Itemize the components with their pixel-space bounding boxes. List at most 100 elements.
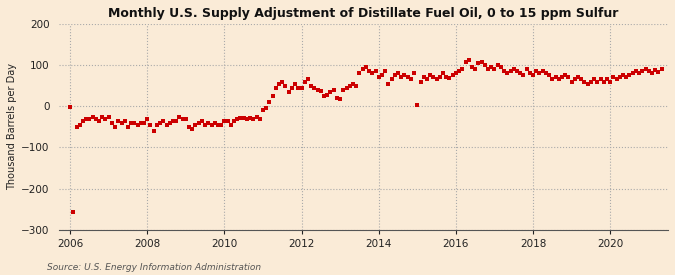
Text: Source: U.S. Energy Information Administration: Source: U.S. Energy Information Administ… — [47, 263, 261, 272]
Point — [151, 123, 162, 127]
Point — [258, 108, 269, 112]
Point — [293, 86, 304, 90]
Point — [254, 117, 265, 122]
Point — [560, 73, 570, 78]
Point — [284, 90, 294, 94]
Point — [470, 67, 481, 72]
Point — [319, 94, 329, 98]
Point — [640, 67, 651, 72]
Point — [315, 88, 326, 93]
Point — [554, 77, 564, 82]
Point — [531, 69, 541, 73]
Point — [541, 71, 551, 76]
Point — [463, 58, 474, 62]
Point — [171, 119, 182, 123]
Point — [222, 119, 233, 123]
Point — [90, 116, 101, 121]
Point — [280, 83, 291, 88]
Point — [348, 81, 358, 86]
Point — [248, 117, 259, 122]
Point — [142, 116, 153, 121]
Point — [132, 123, 143, 127]
Point — [341, 86, 352, 90]
Point — [547, 77, 558, 82]
Point — [113, 119, 124, 123]
Point — [126, 120, 136, 125]
Point — [71, 125, 82, 129]
Point — [618, 73, 628, 78]
Point — [184, 125, 194, 129]
Point — [393, 71, 404, 76]
Point — [119, 119, 130, 123]
Point — [563, 75, 574, 80]
Point — [460, 60, 471, 64]
Point — [344, 83, 355, 88]
Point — [499, 69, 510, 73]
Point — [206, 123, 217, 127]
Point — [492, 63, 503, 67]
Point — [74, 123, 85, 127]
Point — [178, 116, 188, 121]
Point — [406, 77, 416, 82]
Point — [634, 71, 645, 76]
Point — [322, 92, 333, 97]
Point — [155, 120, 165, 125]
Point — [203, 120, 214, 125]
Point — [422, 77, 433, 82]
Point — [116, 120, 127, 125]
Point — [158, 119, 169, 123]
Point — [373, 75, 384, 80]
Point — [328, 87, 339, 92]
Point — [309, 86, 320, 90]
Point — [598, 79, 609, 84]
Point — [608, 75, 619, 80]
Point — [167, 119, 178, 123]
Point — [444, 76, 455, 81]
Point — [647, 71, 657, 76]
Point — [78, 119, 88, 123]
Point — [180, 116, 191, 121]
Point — [508, 67, 519, 72]
Point — [612, 77, 622, 82]
Point — [264, 100, 275, 104]
Point — [396, 75, 406, 80]
Point — [518, 73, 529, 78]
Point — [534, 71, 545, 76]
Point — [161, 123, 172, 127]
Point — [110, 125, 121, 129]
Point — [466, 65, 477, 69]
Point — [576, 77, 587, 82]
Point — [238, 116, 249, 120]
Point — [557, 75, 568, 80]
Point — [129, 120, 140, 125]
Point — [351, 83, 362, 88]
Point — [219, 119, 230, 123]
Point — [425, 73, 435, 78]
Point — [399, 73, 410, 78]
Point — [502, 71, 513, 76]
Point — [302, 77, 313, 82]
Point — [196, 119, 207, 123]
Point — [286, 86, 297, 90]
Point — [87, 114, 98, 119]
Point — [213, 123, 223, 127]
Point — [431, 77, 442, 82]
Point — [145, 123, 156, 127]
Point — [435, 75, 446, 80]
Point — [521, 67, 532, 72]
Point — [386, 77, 397, 82]
Point — [524, 71, 535, 76]
Point — [370, 69, 381, 73]
Point — [483, 67, 493, 72]
Point — [476, 60, 487, 64]
Point — [290, 81, 300, 86]
Point — [448, 73, 458, 78]
Point — [543, 73, 554, 78]
Point — [232, 116, 242, 121]
Point — [193, 120, 204, 125]
Point — [138, 120, 149, 125]
Point — [123, 125, 134, 129]
Point — [550, 75, 561, 80]
Point — [415, 79, 426, 84]
Point — [313, 87, 323, 92]
